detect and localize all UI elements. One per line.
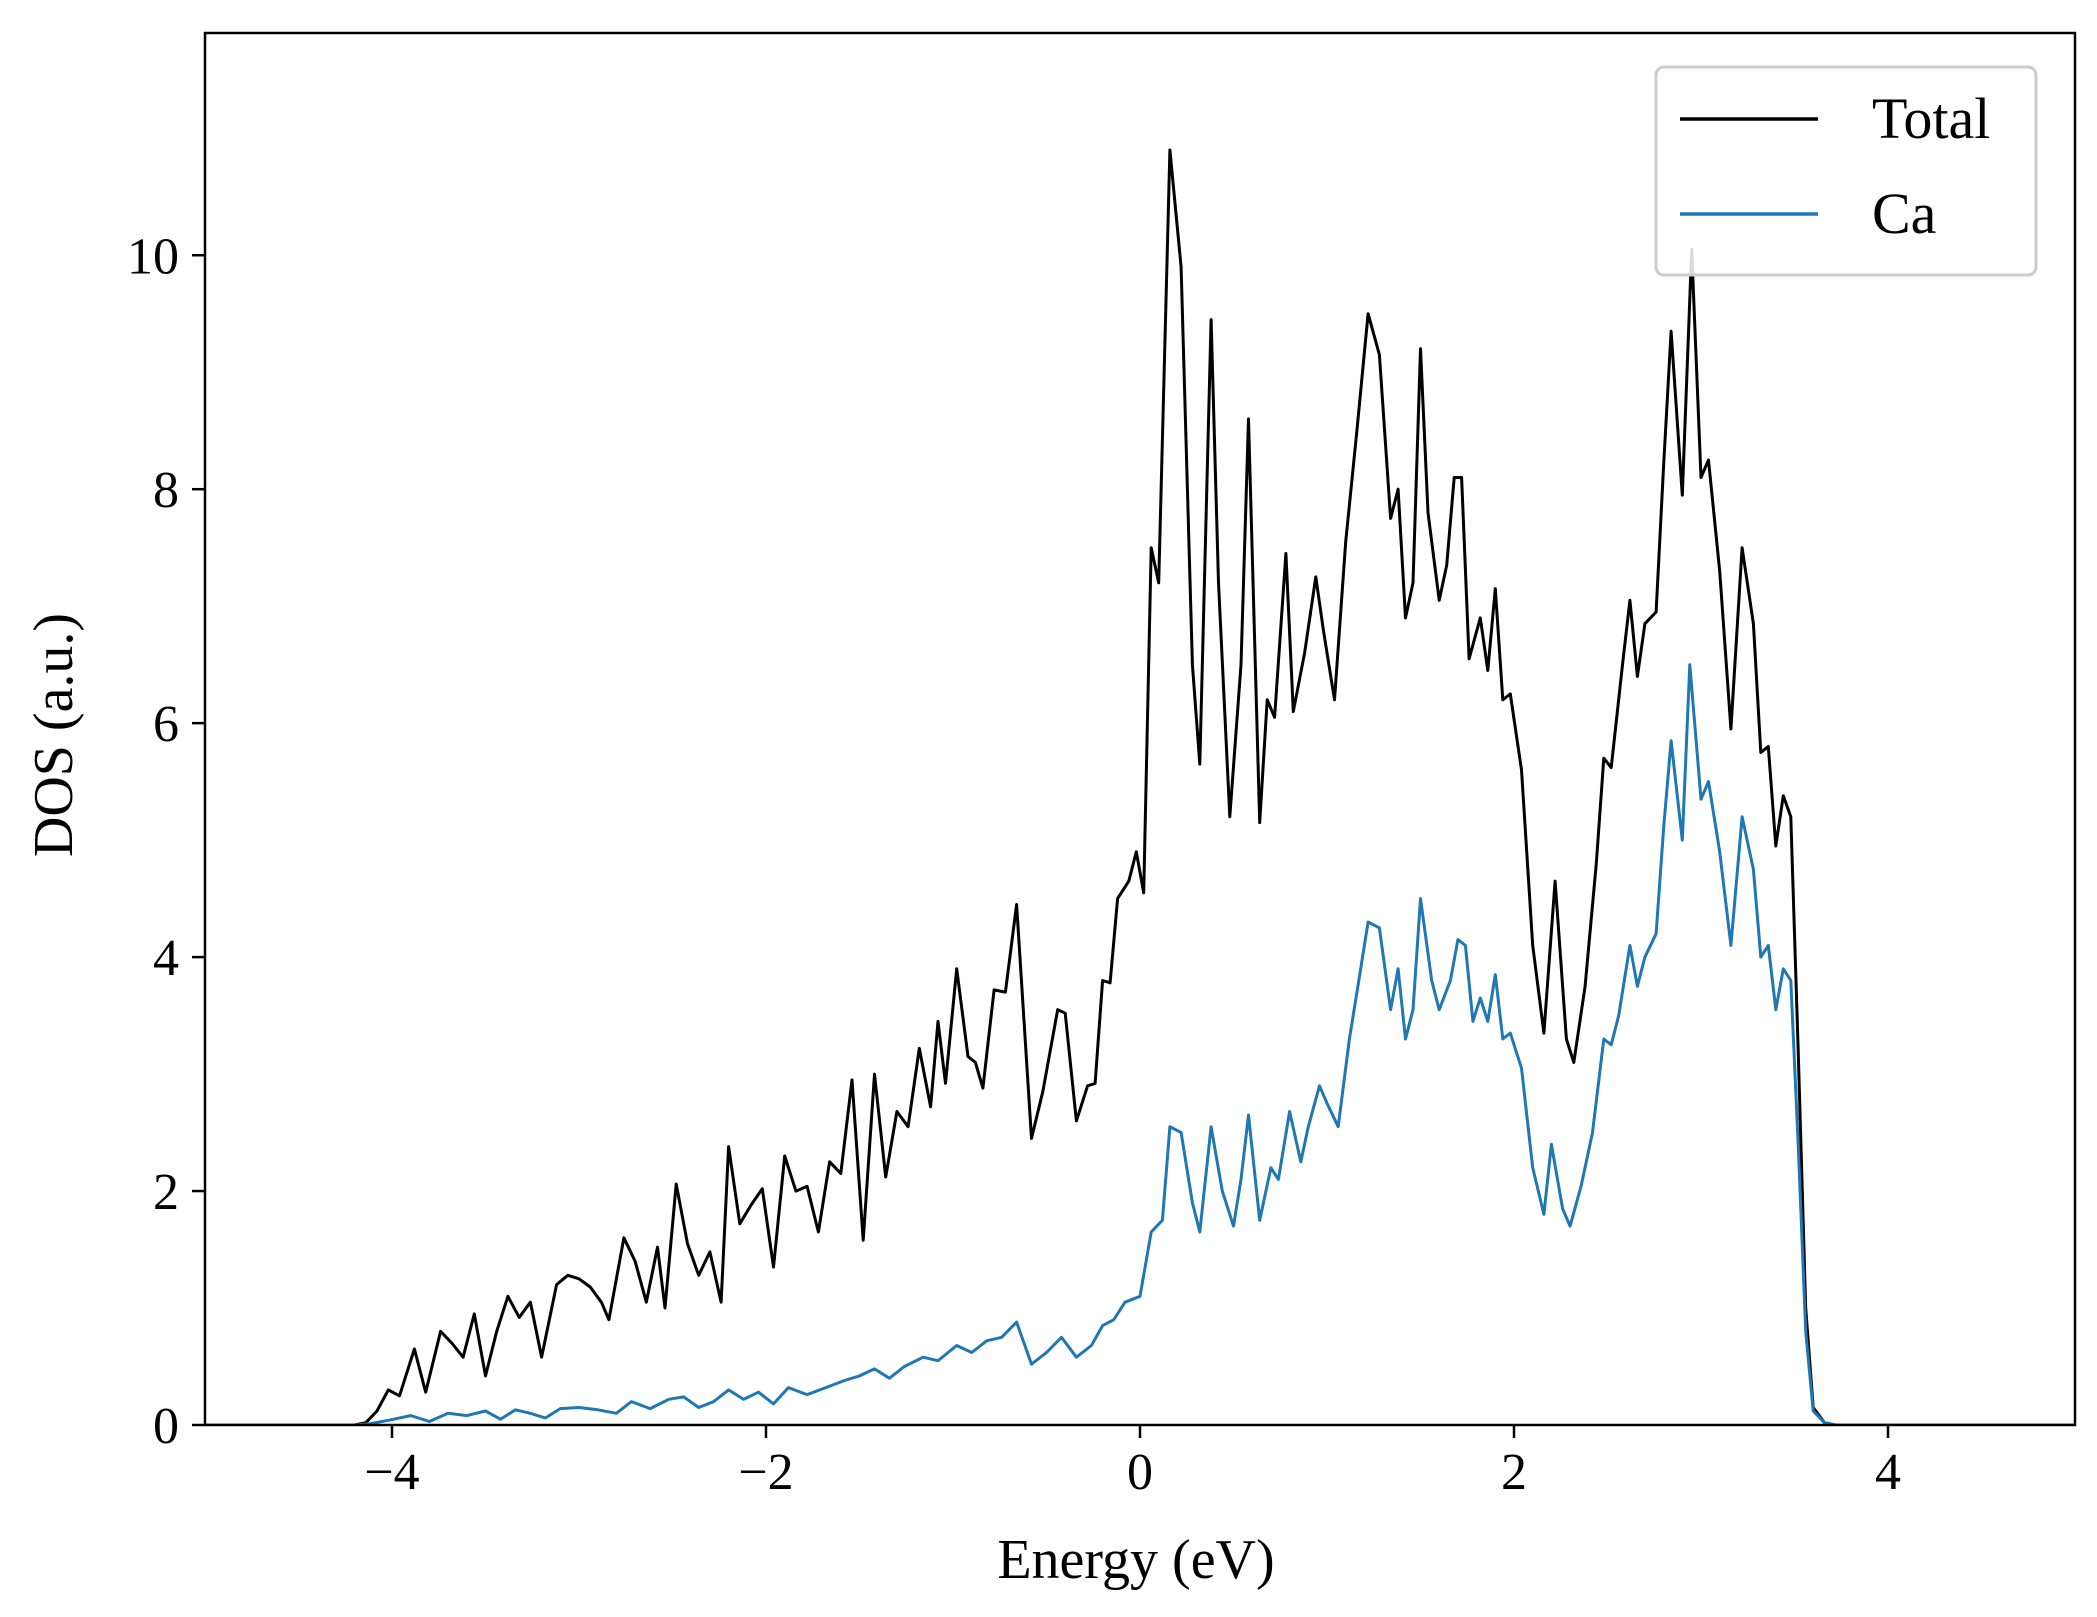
x-axis-label: Energy (eV) (997, 1529, 1274, 1591)
y-tick-label: 8 (153, 462, 179, 519)
series-line-total (205, 148, 2075, 1425)
y-tick-label: 6 (153, 696, 179, 753)
y-tick-label: 4 (153, 930, 179, 987)
y-tick-label: 0 (153, 1398, 179, 1455)
x-tick-label: −4 (364, 1444, 419, 1501)
x-tick-label: 4 (1875, 1444, 1901, 1501)
legend: Total Ca (1654, 65, 2038, 277)
legend-label-total: Total (1872, 86, 1990, 151)
series-line-ca (205, 663, 2075, 1425)
plot-area (205, 148, 2075, 1425)
y-tick-label: 10 (127, 228, 179, 285)
axes: −4 −2 0 2 4 0 2 4 6 8 10 (127, 31, 2077, 1501)
x-tick-label: 2 (1501, 1444, 1527, 1501)
x-tick-label: −2 (738, 1444, 793, 1501)
x-tick-label: 0 (1127, 1444, 1153, 1501)
y-axis-label: DOS (a.u.) (23, 613, 85, 857)
legend-label-ca: Ca (1872, 181, 1936, 246)
y-tick-label: 2 (153, 1164, 179, 1221)
